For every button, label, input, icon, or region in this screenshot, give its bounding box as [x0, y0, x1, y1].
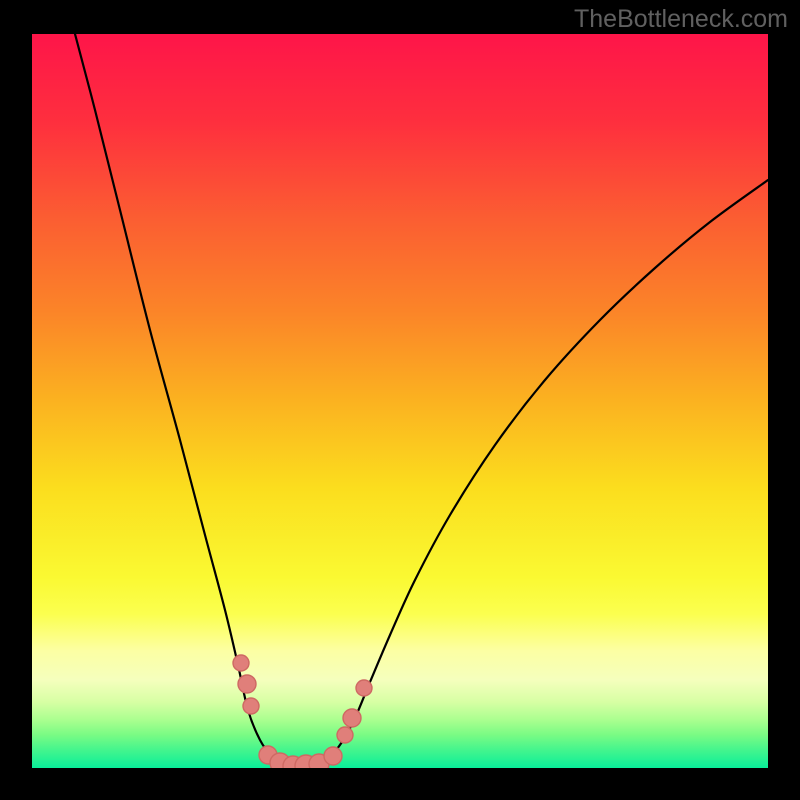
watermark-text: TheBottleneck.com: [574, 5, 788, 34]
gradient-background: [32, 34, 768, 768]
data-marker: [343, 709, 361, 727]
data-marker: [233, 655, 249, 671]
data-marker: [243, 698, 259, 714]
chart-svg: [0, 0, 800, 800]
data-marker: [238, 675, 256, 693]
data-marker: [356, 680, 372, 696]
data-marker: [337, 727, 353, 743]
chart-wrap: TheBottleneck.com: [0, 0, 800, 800]
data-marker: [324, 747, 342, 765]
